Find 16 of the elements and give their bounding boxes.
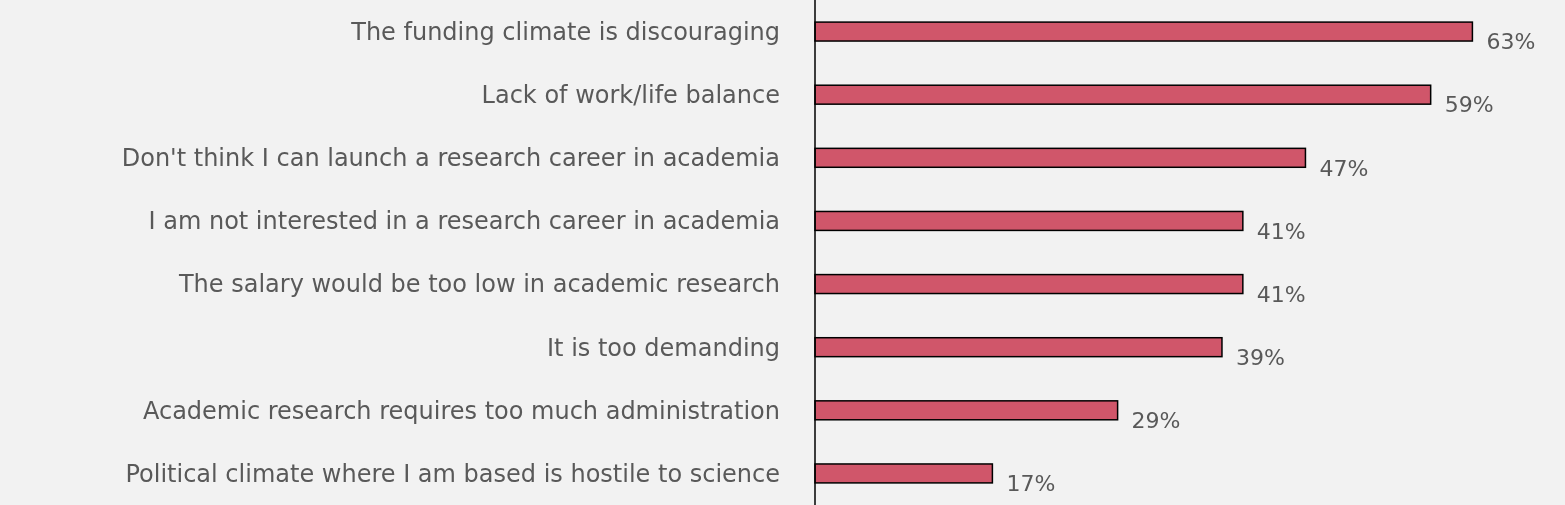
y-tick-label: Don't think I can launch a research career in academia — [121, 144, 780, 173]
y-tick-label: Lack of work/life balance — [481, 81, 780, 110]
data-label: 41% — [1256, 218, 1306, 244]
data-label: 41% — [1256, 281, 1306, 307]
data-label: 39% — [1235, 344, 1285, 370]
y-tick-label: Political climate where I am based is hostile to science — [125, 459, 780, 488]
data-label: 47% — [1319, 155, 1369, 181]
y-tick-label: It is too demanding — [547, 333, 780, 362]
data-label: 59% — [1444, 92, 1494, 118]
data-label: 29% — [1131, 408, 1181, 434]
y-tick-label: Academic research requires too much administration — [142, 396, 780, 425]
y-tick-label: I am not interested in a research career in academia — [148, 207, 780, 236]
data-label: 17% — [1006, 471, 1056, 497]
y-tick-label: The funding climate is discouraging — [350, 17, 780, 46]
data-label: 63% — [1486, 29, 1536, 55]
y-tick-label: The salary would be too low in academic research — [177, 270, 780, 299]
